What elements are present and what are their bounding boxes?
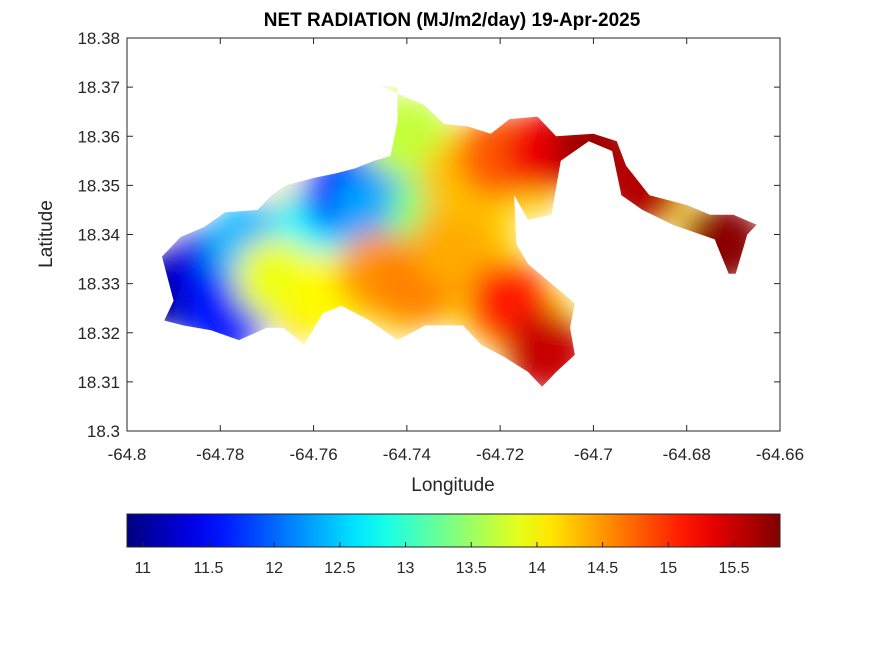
y-axis: 18.3 18.31 18.32 18.33 18.34 18.35 18.36 18.37 1… <box>77 29 780 441</box>
y-tick-label: 18.34 <box>77 226 120 245</box>
x-tick-label: -64.74 <box>383 445 431 464</box>
colorbar-ticks: 11 11.5 12 12.5 13 13.5 14 14.5 15 15.5 <box>134 542 750 577</box>
colorbar-gradient <box>126 513 781 548</box>
y-tick-label: 18.33 <box>77 275 120 294</box>
colorbar-tick-label: 13.5 <box>456 560 487 577</box>
y-axis-label: Latitude <box>36 200 57 268</box>
x-tick-label: -64.7 <box>574 445 613 464</box>
y-tick-label: 18.37 <box>77 78 120 97</box>
x-axis-label: Longitude <box>411 475 494 496</box>
colorbar: 11 11.5 12 12.5 13 13.5 14 14.5 15 15.5 <box>126 513 781 577</box>
x-tick-label: -64.76 <box>289 445 337 464</box>
colorbar-tick-label: 11.5 <box>193 560 223 577</box>
colorbar-tick-label: 14.5 <box>587 560 618 577</box>
x-tick-label: -64.72 <box>476 445 524 464</box>
colorbar-tick-label: 11 <box>134 560 151 577</box>
y-tick-label: 18.36 <box>77 127 120 146</box>
colorbar-tick-label: 14 <box>528 560 546 577</box>
chart-title: NET RADIATION (MJ/m2/day) 19-Apr-2025 <box>264 10 641 31</box>
x-tick-label: -64.66 <box>756 445 804 464</box>
colorbar-tick-label: 12 <box>265 560 283 577</box>
colorbar-tick-label: 13 <box>397 560 415 577</box>
x-tick-label: -64.8 <box>108 445 147 464</box>
y-tick-label: 18.38 <box>77 29 120 48</box>
y-tick-label: 18.31 <box>77 373 120 392</box>
x-tick-label: -64.78 <box>196 445 244 464</box>
x-axis: -64.8 -64.78 -64.76 -64.74 -64.72 -64.7 -64.68… <box>108 38 804 464</box>
x-tick-label: -64.68 <box>663 445 711 464</box>
y-tick-label: 18.3 <box>87 422 120 441</box>
colorbar-tick-label: 15 <box>659 560 677 577</box>
y-tick-label: 18.32 <box>77 324 120 343</box>
y-tick-label: 18.35 <box>77 176 120 195</box>
colorbar-tick-label: 12.5 <box>324 560 355 577</box>
colorbar-tick-label: 15.5 <box>718 560 749 577</box>
value-region-14 <box>411 202 496 287</box>
